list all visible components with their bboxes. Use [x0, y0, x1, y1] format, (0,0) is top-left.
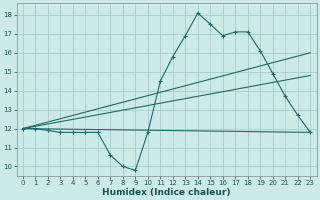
X-axis label: Humidex (Indice chaleur): Humidex (Indice chaleur): [102, 188, 231, 197]
